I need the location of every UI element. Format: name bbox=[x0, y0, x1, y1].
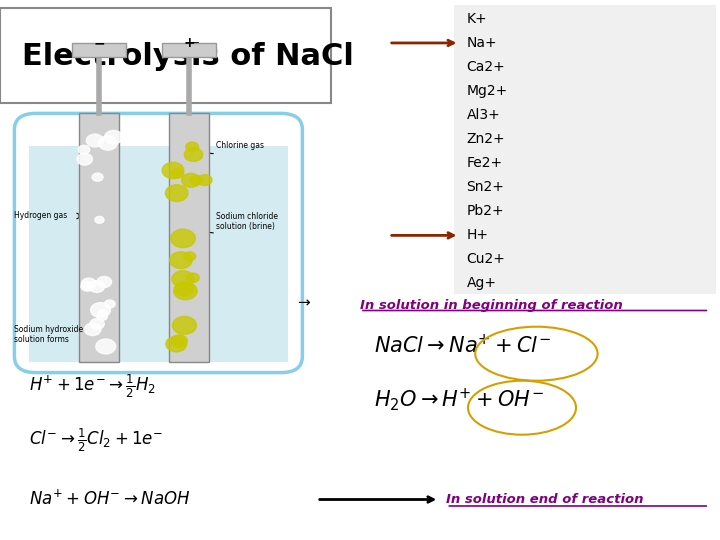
Circle shape bbox=[184, 252, 196, 261]
Text: $H_{2}O \rightarrow H^{+} + OH^{-}$: $H_{2}O \rightarrow H^{+} + OH^{-}$ bbox=[374, 386, 544, 413]
FancyBboxPatch shape bbox=[454, 5, 716, 294]
Text: Fe2+: Fe2+ bbox=[467, 156, 503, 170]
Circle shape bbox=[96, 339, 116, 354]
Text: Pb2+: Pb2+ bbox=[467, 204, 504, 218]
Circle shape bbox=[81, 281, 94, 291]
FancyBboxPatch shape bbox=[29, 146, 288, 362]
Circle shape bbox=[170, 252, 192, 268]
Circle shape bbox=[77, 153, 92, 165]
Text: Zn2+: Zn2+ bbox=[467, 132, 505, 146]
Text: In solution end of reaction: In solution end of reaction bbox=[446, 493, 644, 506]
Circle shape bbox=[86, 134, 104, 147]
Circle shape bbox=[84, 323, 101, 335]
Text: Mg2+: Mg2+ bbox=[467, 84, 508, 98]
Text: Ag+: Ag+ bbox=[467, 276, 497, 291]
Circle shape bbox=[171, 335, 187, 347]
Circle shape bbox=[190, 176, 203, 185]
Text: K+: K+ bbox=[467, 12, 487, 26]
Circle shape bbox=[172, 316, 197, 334]
Text: Chlorine gas: Chlorine gas bbox=[216, 141, 264, 150]
Circle shape bbox=[89, 281, 104, 292]
Text: −: − bbox=[93, 36, 105, 50]
Circle shape bbox=[166, 185, 188, 201]
FancyBboxPatch shape bbox=[0, 8, 331, 103]
Circle shape bbox=[99, 136, 117, 150]
Bar bbox=[72, 43, 126, 57]
Circle shape bbox=[162, 163, 184, 179]
Text: H+: H+ bbox=[467, 228, 489, 242]
Circle shape bbox=[186, 273, 199, 282]
Circle shape bbox=[186, 142, 199, 152]
Text: Hydrogen gas: Hydrogen gas bbox=[14, 212, 68, 220]
Circle shape bbox=[97, 276, 112, 287]
Circle shape bbox=[175, 281, 194, 296]
Text: Al3+: Al3+ bbox=[467, 108, 500, 122]
Text: $NaCl \rightarrow Na^{+} + Cl^{-}$: $NaCl \rightarrow Na^{+} + Cl^{-}$ bbox=[374, 334, 552, 357]
Text: $Cl^{-} \rightarrow \frac{1}{2}Cl_{2} + 1e^{-}$: $Cl^{-} \rightarrow \frac{1}{2}Cl_{2} + … bbox=[29, 427, 163, 454]
Circle shape bbox=[98, 310, 107, 317]
Text: $\rightarrow$: $\rightarrow$ bbox=[295, 295, 312, 310]
Text: Sn2+: Sn2+ bbox=[467, 180, 505, 194]
Text: Na+: Na+ bbox=[467, 36, 498, 50]
Circle shape bbox=[171, 168, 184, 178]
Circle shape bbox=[104, 300, 115, 308]
Bar bbox=[79, 113, 119, 362]
Circle shape bbox=[91, 302, 110, 318]
Circle shape bbox=[92, 173, 103, 181]
Circle shape bbox=[174, 282, 197, 300]
Text: $H^{+} + 1e^{-} \rightarrow \frac{1}{2}H_{2}$: $H^{+} + 1e^{-} \rightarrow \frac{1}{2}H… bbox=[29, 373, 156, 400]
Circle shape bbox=[81, 278, 96, 289]
Circle shape bbox=[197, 174, 212, 185]
Text: In solution in beginning of reaction: In solution in beginning of reaction bbox=[360, 299, 623, 312]
Circle shape bbox=[95, 217, 104, 223]
Circle shape bbox=[172, 271, 194, 287]
Circle shape bbox=[90, 319, 104, 329]
Circle shape bbox=[104, 131, 122, 144]
Circle shape bbox=[181, 173, 200, 187]
Text: Cu2+: Cu2+ bbox=[467, 252, 505, 266]
Bar bbox=[169, 113, 209, 362]
Text: +: + bbox=[183, 36, 195, 50]
Circle shape bbox=[166, 336, 186, 352]
Text: Electrolysis of NaCl: Electrolysis of NaCl bbox=[22, 42, 354, 71]
Text: Sodium hydroxide
solution forms: Sodium hydroxide solution forms bbox=[14, 325, 84, 345]
Text: Ca2+: Ca2+ bbox=[467, 60, 505, 74]
Circle shape bbox=[97, 313, 107, 320]
Bar bbox=[162, 43, 216, 57]
Text: Sodium chloride
solution (brine): Sodium chloride solution (brine) bbox=[216, 212, 278, 231]
Circle shape bbox=[171, 229, 195, 248]
Text: $Na^{+} + OH^{-} \rightarrow NaOH$: $Na^{+} + OH^{-} \rightarrow NaOH$ bbox=[29, 490, 190, 509]
Circle shape bbox=[184, 148, 202, 161]
Circle shape bbox=[78, 145, 90, 154]
